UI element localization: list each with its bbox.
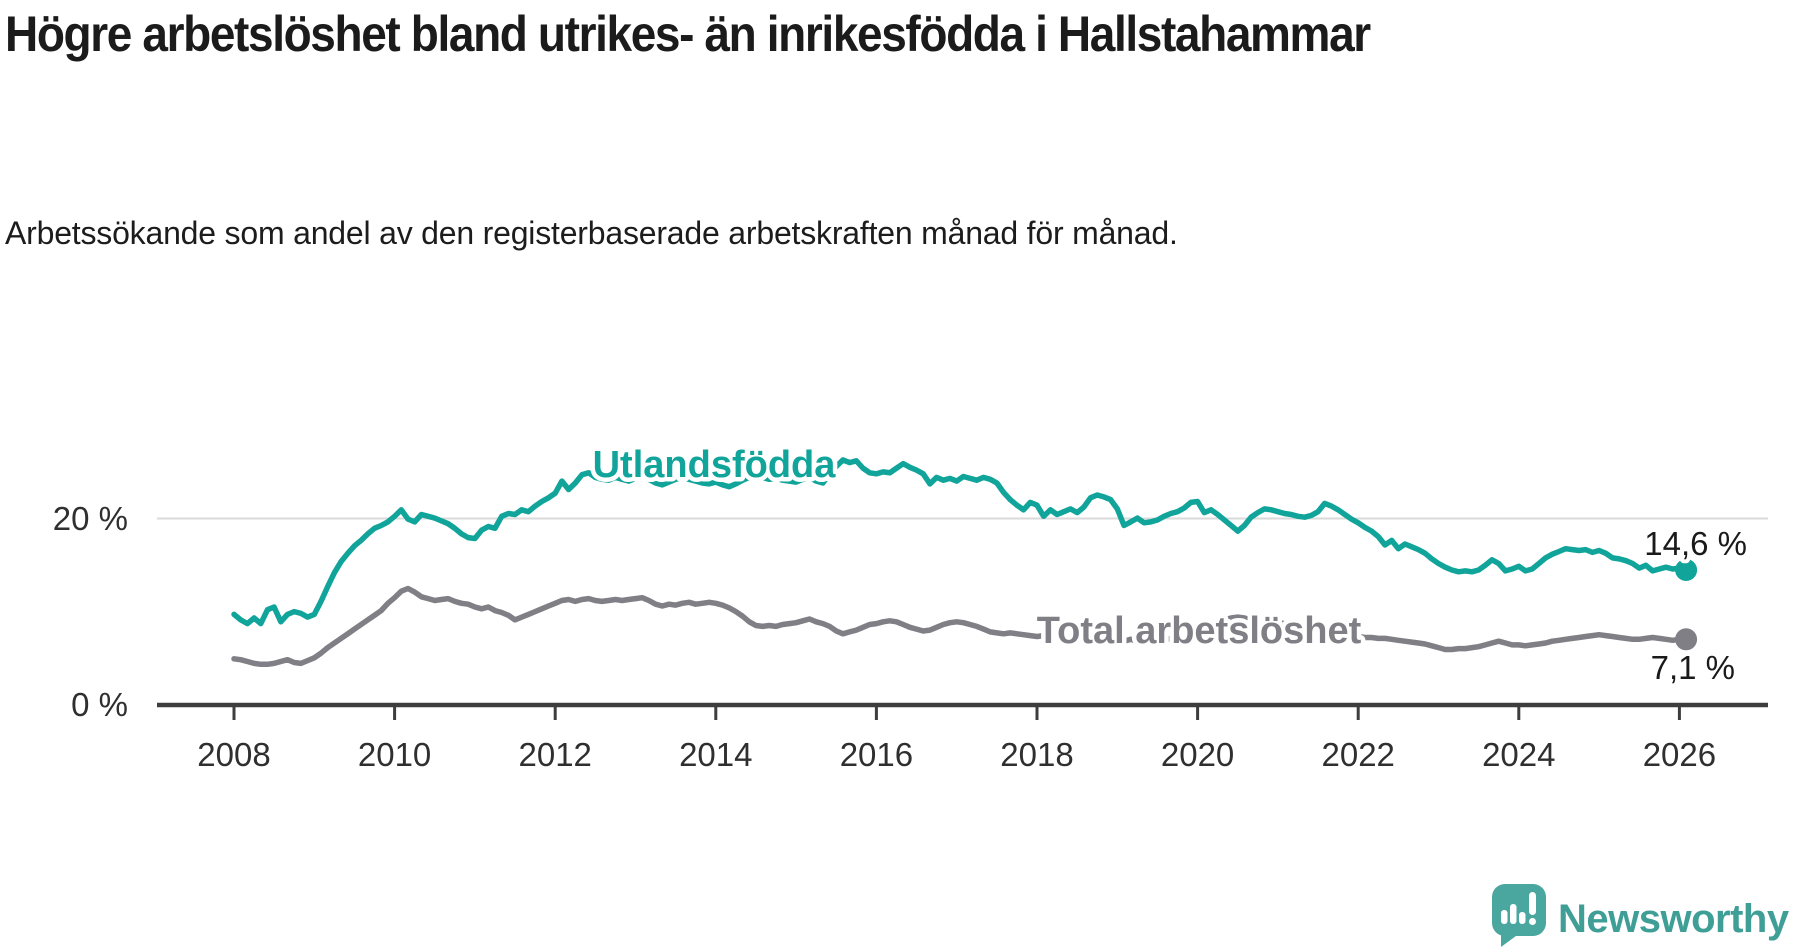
x-tick-label: 2020 — [1161, 736, 1234, 773]
logo-bubble-tail — [1501, 932, 1520, 947]
logo-bar-1 — [1501, 910, 1508, 924]
x-tick-label: 2026 — [1643, 736, 1716, 773]
x-tick-label: 2008 — [197, 736, 270, 773]
series-line-utlandsf-dda — [231, 457, 1689, 627]
series-end-dot — [1675, 559, 1698, 581]
x-tick-label: 2010 — [358, 736, 431, 773]
newsworthy-logo-icon — [1492, 884, 1546, 947]
x-axis-ticks: 2008 2010 2012 2014 2016 2018 2020 2022 2024 2026 — [197, 707, 1716, 773]
logo-exclamation-dot — [1529, 918, 1536, 925]
series-label-utlandsfodda: Utlandsfödda — [593, 444, 837, 486]
y-tick-label-0: 0 % — [71, 686, 128, 723]
end-value-label-utlandsfodda: 14,6 % — [1644, 525, 1747, 562]
x-tick-label: 2024 — [1482, 736, 1555, 773]
x-tick-label: 2012 — [518, 736, 591, 773]
series-end-dot — [1675, 628, 1698, 651]
page-subtitle: Arbetssökande som andel av den registerb… — [5, 215, 1178, 251]
x-tick-label: 2018 — [1000, 736, 1073, 773]
y-tick-label-20: 20 % — [53, 500, 128, 537]
logo-bar-2 — [1510, 904, 1517, 924]
logo-bar-3 — [1519, 912, 1526, 924]
x-tick-label: 2016 — [840, 736, 913, 773]
series-line-total-arbetsl-shet — [231, 585, 1689, 668]
logo-bubble — [1492, 884, 1546, 936]
newsworthy-logo: Newsworthy — [1492, 884, 1790, 947]
page-title: Högre arbetslöshet bland utrikes- än inr… — [5, 6, 1371, 62]
series-label-total: Total arbetslöshet — [1037, 610, 1362, 652]
logo-exclamation-bar — [1529, 892, 1536, 915]
x-tick-label: 2014 — [679, 736, 752, 773]
end-value-label-total: 7,1 % — [1651, 649, 1735, 686]
x-tick-label: 2022 — [1321, 736, 1394, 773]
series-lines — [231, 457, 1698, 668]
newsworthy-brand-text: Newsworthy — [1558, 897, 1790, 941]
